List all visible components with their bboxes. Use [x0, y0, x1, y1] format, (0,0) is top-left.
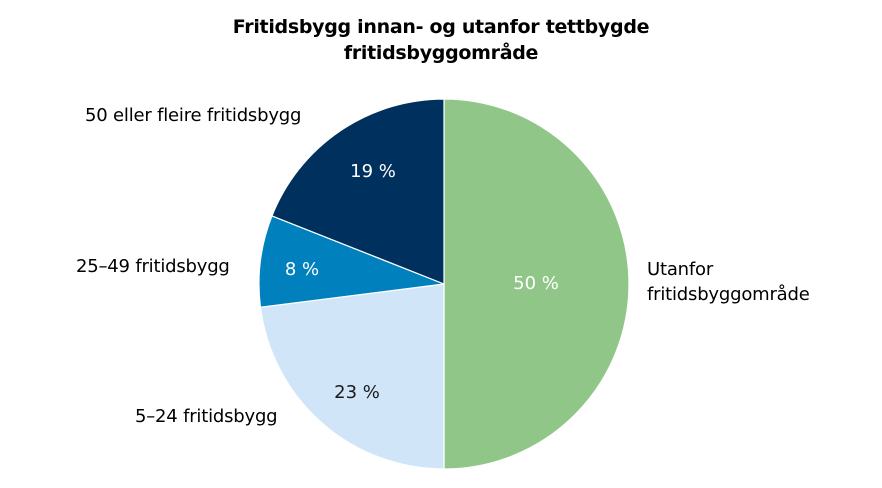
slice-value-25-49: 8 %: [284, 259, 320, 280]
chart-title-line-1: Fritidsbygg innan- og utanfor tettbygde: [232, 16, 650, 38]
slice-value-utanfor: 50 %: [513, 273, 559, 294]
slice-label-utanfor-line-1: Utanfor: [647, 259, 714, 280]
slice-label-5-24: 5–24 fritidsbygg: [135, 406, 278, 427]
slice-value-50-plus: 19 %: [350, 161, 396, 182]
slice-label-utanfor: Utanfor fritidsbyggområde: [647, 257, 810, 307]
chart-title: Fritidsbygg innan- og utanfor tettbygde …: [0, 14, 882, 66]
slice-label-utanfor-line-2: fritidsbyggområde: [647, 284, 810, 305]
slice-value-5-24: 23 %: [334, 382, 380, 403]
chart-title-line-2: fritidsbyggområde: [343, 42, 539, 64]
slice-label-25-49: 25–49 fritidsbygg: [76, 256, 230, 277]
pie-slice-5-24: [259, 283, 445, 470]
pie-slice-25-49: [258, 215, 445, 308]
slice-label-50-plus: 50 eller fleire fritidsbygg: [85, 105, 302, 126]
pie-slice-50-plus: [271, 98, 445, 285]
pie-slice-utanfor: [443, 98, 630, 470]
